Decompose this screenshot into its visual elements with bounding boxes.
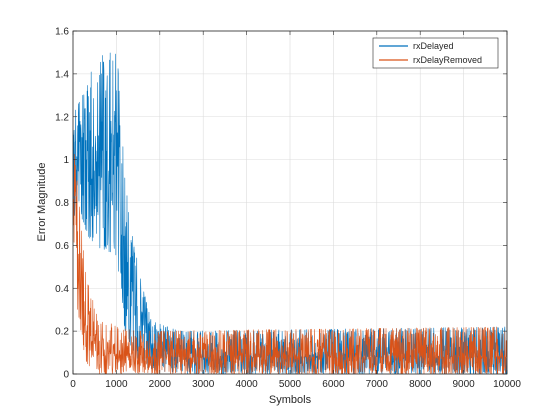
y-tick-label: 1.6 bbox=[55, 27, 69, 38]
x-tick-label: 3000 bbox=[192, 379, 215, 390]
y-tick-label: 0.2 bbox=[55, 327, 69, 338]
x-tick-label: 10000 bbox=[493, 379, 521, 390]
legend-label-rxdelayremoved: rxDelayRemoved bbox=[413, 55, 482, 65]
x-axis-label: Symbols bbox=[269, 394, 312, 406]
y-tick-label: 0.8 bbox=[55, 198, 69, 209]
y-tick-label: 0.6 bbox=[55, 241, 69, 252]
x-tick-label: 7000 bbox=[366, 379, 389, 390]
y-tick-label: 1.2 bbox=[55, 112, 69, 123]
series-layer bbox=[73, 52, 507, 374]
x-tick-label: 1000 bbox=[105, 379, 128, 390]
y-tick-label: 1 bbox=[63, 155, 69, 166]
x-tick-label: 6000 bbox=[322, 379, 345, 390]
y-axis-label: Error Magnitude bbox=[36, 163, 48, 242]
y-tick-label: 1.4 bbox=[55, 69, 69, 80]
y-tick-label: 0.4 bbox=[55, 284, 69, 295]
legend-box bbox=[372, 37, 499, 69]
ticks-layer: 0 1000 2000 3000 4000 5000 6000 7000 8000 9000 100… bbox=[55, 27, 521, 391]
series-line-rxdelayremoved bbox=[73, 153, 507, 374]
legend-label-rxdelayed: rxDelayed bbox=[413, 41, 454, 51]
x-tick-label: 0 bbox=[70, 379, 76, 390]
y-tick-label: 0 bbox=[63, 370, 69, 381]
x-tick-label: 9000 bbox=[452, 379, 475, 390]
x-tick-label: 4000 bbox=[235, 379, 258, 390]
x-tick-label: 8000 bbox=[409, 379, 432, 390]
x-tick-label: 2000 bbox=[149, 379, 172, 390]
x-tick-label: 5000 bbox=[279, 379, 302, 390]
legend: rxDelayed rxDelayRemoved bbox=[372, 37, 499, 69]
